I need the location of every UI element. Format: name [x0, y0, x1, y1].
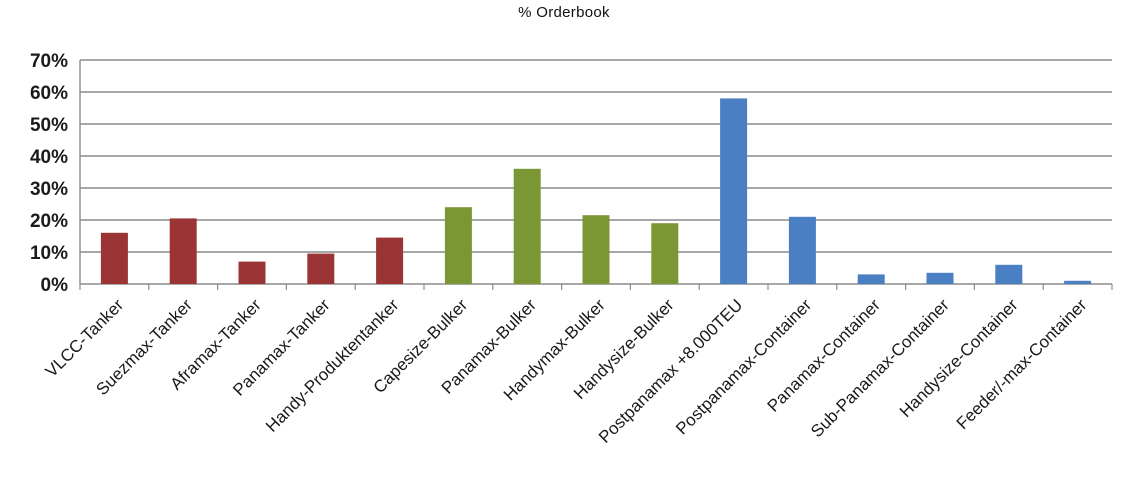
x-tick-label: Feeder/-max-Container	[953, 295, 1091, 433]
y-tick-label: 10%	[30, 243, 68, 264]
bar	[788, 216, 816, 284]
chart-title: % Orderbook	[518, 4, 610, 21]
y-tick-label: 60%	[30, 83, 68, 104]
bar	[926, 272, 954, 284]
bar	[720, 98, 748, 285]
x-tick-label: Postpanamax-Container	[672, 295, 815, 438]
x-tick-label: Sub-Panamax-Container	[807, 295, 953, 441]
bar	[857, 274, 885, 284]
bar	[376, 237, 404, 284]
bar	[238, 261, 266, 284]
bar	[100, 232, 128, 284]
bar	[582, 215, 610, 284]
y-tick-label: 50%	[30, 115, 68, 136]
y-tick-label: 70%	[30, 51, 68, 72]
bar	[169, 218, 197, 284]
bar	[1064, 280, 1092, 284]
x-tick-label: Handy-Produktentanker	[262, 295, 403, 436]
bar	[444, 207, 472, 284]
bar	[651, 223, 679, 284]
y-tick-label: 30%	[30, 179, 68, 200]
y-tick-label: 40%	[30, 147, 68, 168]
y-tick-label: 0%	[41, 275, 69, 296]
x-tick-label: Postpanamax +8.000TEU	[595, 295, 746, 446]
bar	[513, 168, 541, 284]
x-tick-label: Panamax-Container	[764, 295, 885, 416]
bar	[995, 264, 1023, 284]
x-tick-label: Handysize-Container	[896, 295, 1022, 421]
bar	[307, 253, 335, 284]
y-tick-label: 20%	[30, 211, 68, 232]
